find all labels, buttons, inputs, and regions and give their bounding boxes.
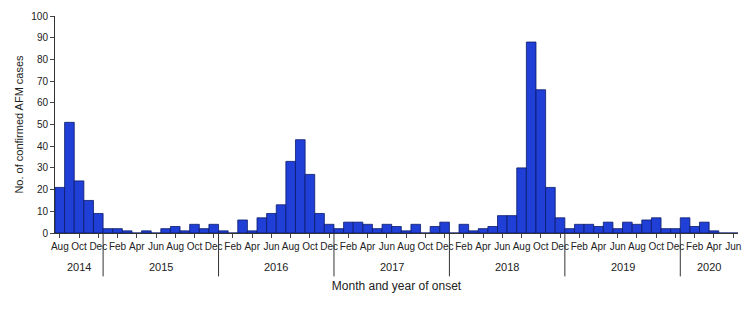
svg-text:Oct: Oct: [302, 241, 318, 252]
svg-text:50: 50: [37, 119, 49, 130]
svg-text:40: 40: [37, 141, 49, 152]
svg-text:Oct: Oct: [418, 241, 434, 252]
svg-text:Apr: Apr: [475, 241, 491, 252]
svg-text:Aug: Aug: [166, 241, 184, 252]
svg-text:Oct: Oct: [71, 241, 87, 252]
svg-text:Aug: Aug: [51, 241, 69, 252]
svg-text:Feb: Feb: [686, 241, 704, 252]
svg-text:Dec: Dec: [551, 241, 569, 252]
svg-text:Aug: Aug: [282, 241, 300, 252]
svg-text:No. of confirmed AFM cases: No. of confirmed AFM cases: [13, 55, 25, 194]
svg-text:Feb: Feb: [571, 241, 589, 252]
svg-text:90: 90: [37, 32, 49, 43]
svg-text:Jun: Jun: [379, 241, 395, 252]
svg-text:Dec: Dec: [205, 241, 223, 252]
svg-text:Jun: Jun: [263, 241, 279, 252]
svg-text:20: 20: [37, 184, 49, 195]
svg-text:Oct: Oct: [533, 241, 549, 252]
svg-text:Apr: Apr: [706, 241, 722, 252]
svg-text:Jun: Jun: [494, 241, 510, 252]
svg-text:Dec: Dec: [320, 241, 338, 252]
svg-text:Dec: Dec: [667, 241, 685, 252]
svg-text:70: 70: [37, 76, 49, 87]
svg-text:Oct: Oct: [648, 241, 664, 252]
svg-text:0: 0: [42, 228, 48, 239]
svg-text:Feb: Feb: [455, 241, 473, 252]
svg-text:Jun: Jun: [725, 241, 741, 252]
svg-text:Jun: Jun: [148, 241, 164, 252]
svg-text:10: 10: [37, 206, 49, 217]
svg-text:2018: 2018: [495, 261, 519, 273]
svg-text:Dec: Dec: [89, 241, 107, 252]
svg-text:Aug: Aug: [513, 241, 531, 252]
svg-text:Jun: Jun: [610, 241, 626, 252]
svg-text:Apr: Apr: [591, 241, 607, 252]
svg-text:Oct: Oct: [187, 241, 203, 252]
svg-text:2014: 2014: [67, 261, 91, 273]
svg-text:Aug: Aug: [397, 241, 415, 252]
svg-text:80: 80: [37, 54, 49, 65]
svg-text:2016: 2016: [264, 261, 288, 273]
svg-text:Aug: Aug: [628, 241, 646, 252]
svg-text:2019: 2019: [611, 261, 635, 273]
svg-text:Feb: Feb: [109, 241, 127, 252]
svg-text:Apr: Apr: [244, 241, 260, 252]
svg-text:Feb: Feb: [224, 241, 242, 252]
svg-text:100: 100: [31, 11, 48, 22]
svg-text:Apr: Apr: [129, 241, 145, 252]
svg-text:2017: 2017: [380, 261, 404, 273]
svg-text:60: 60: [37, 97, 49, 108]
svg-text:Dec: Dec: [436, 241, 454, 252]
svg-text:30: 30: [37, 162, 49, 173]
svg-text:Apr: Apr: [360, 241, 376, 252]
svg-text:Feb: Feb: [340, 241, 358, 252]
svg-text:2020: 2020: [697, 261, 721, 273]
svg-text:2015: 2015: [149, 261, 173, 273]
svg-text:Month and year of onset: Month and year of onset: [332, 279, 462, 293]
